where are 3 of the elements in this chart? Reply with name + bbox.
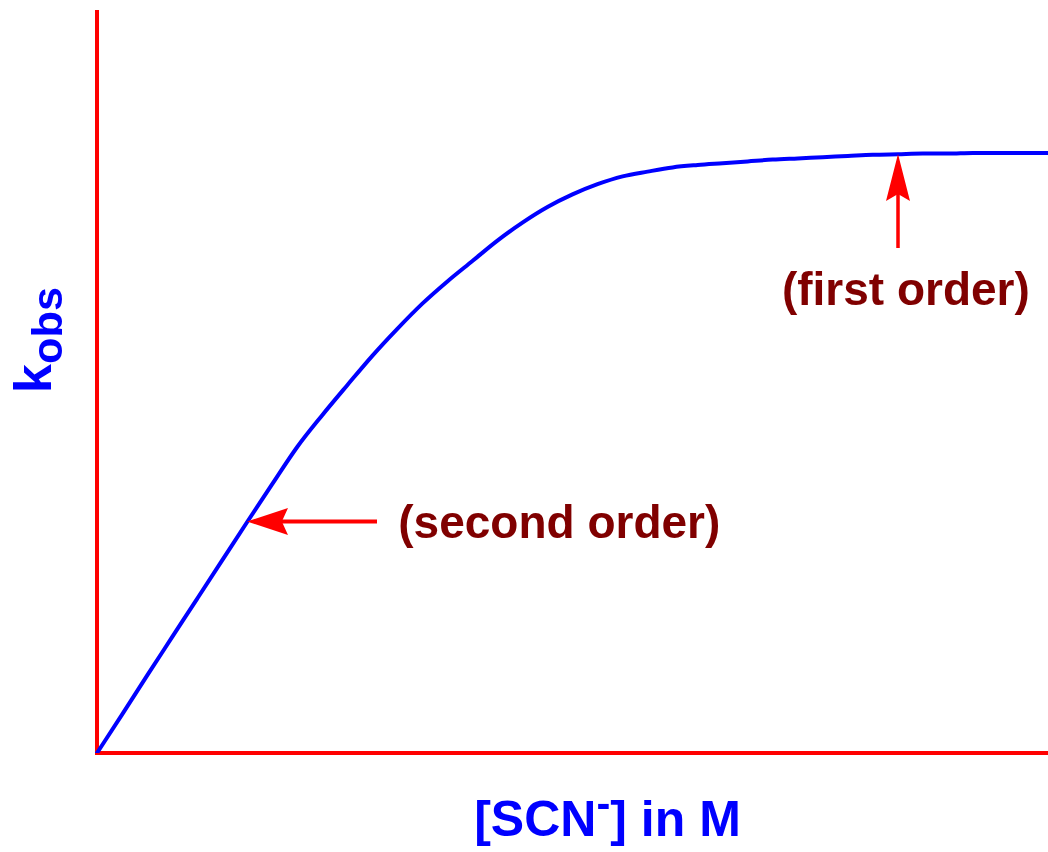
x-axis-title: [SCN$^{-}$] in M [474,779,741,847]
annotation: (first order) [781,262,1030,315]
annotation: (second order) [398,495,721,548]
